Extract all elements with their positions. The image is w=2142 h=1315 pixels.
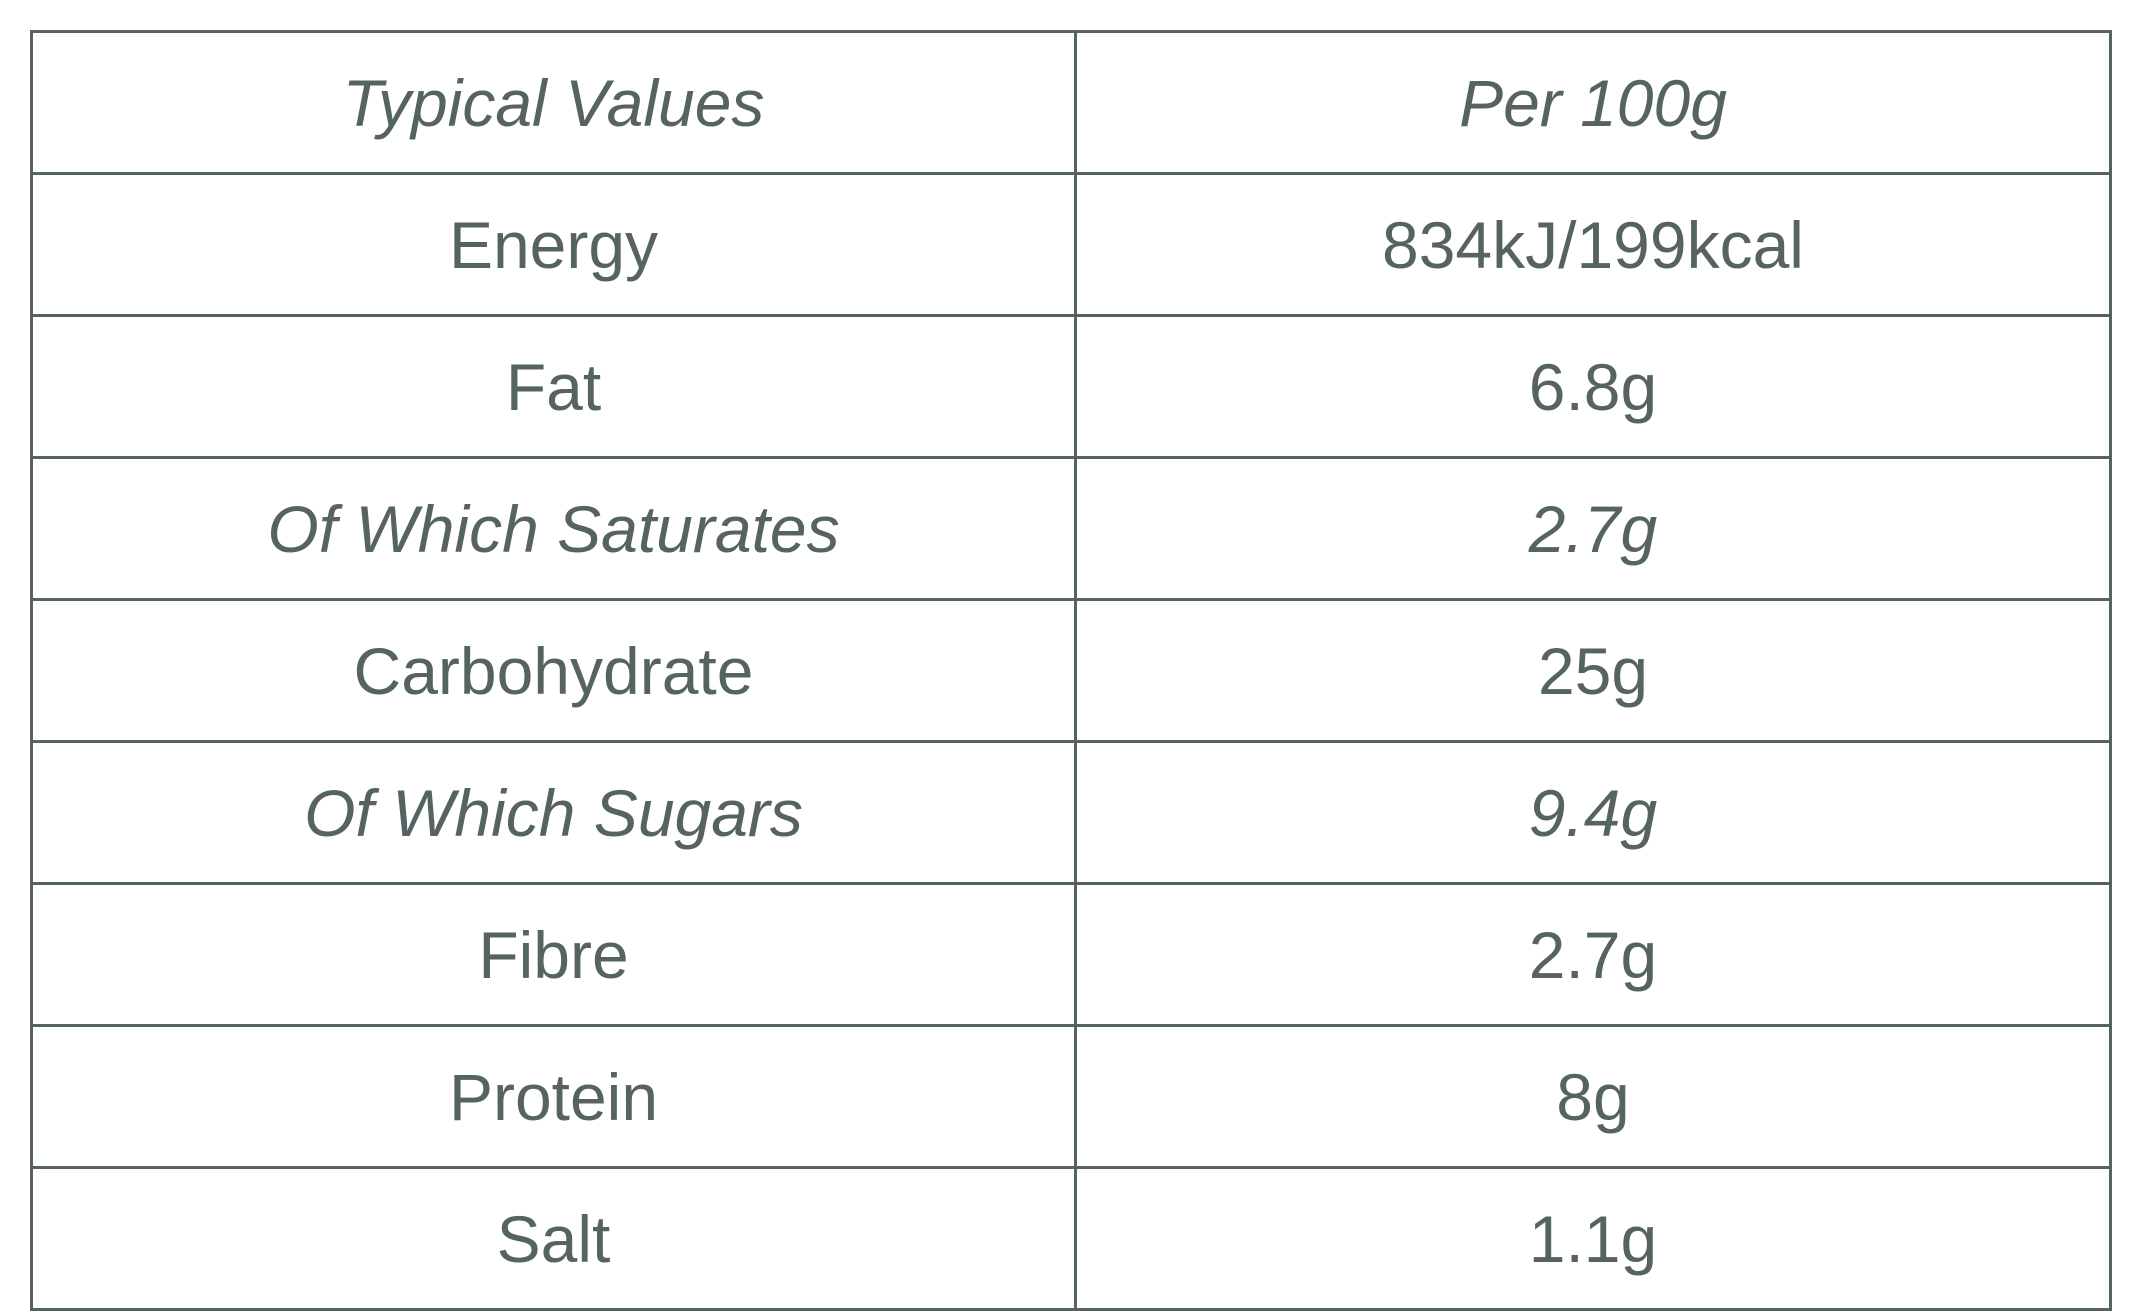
nutrient: Fat	[30, 314, 1077, 459]
amount: 8g	[1074, 1024, 2112, 1169]
nutrient: Of Which Saturates	[30, 456, 1077, 601]
row: Salt 1.1g	[30, 1166, 2112, 1311]
amount: 2.7g	[1074, 882, 2112, 1027]
row: Of Which Saturates 2.7g	[30, 456, 2112, 601]
nutrient: Salt	[30, 1166, 1077, 1311]
amount: 6.8g	[1074, 314, 2112, 459]
row: Of Which Sugars 9.4g	[30, 740, 2112, 885]
row: Fat 6.8g	[30, 314, 2112, 459]
amount: 1.1g	[1074, 1166, 2112, 1311]
nutrient: Fibre	[30, 882, 1077, 1027]
amount: 2.7g	[1074, 456, 2112, 601]
header-cell: Typical Values	[30, 30, 1077, 175]
header-row: Typical Values Per 100g	[30, 30, 2112, 175]
nutrient: Protein	[30, 1024, 1077, 1169]
nutrient: Energy	[30, 172, 1077, 317]
row: Carbohydrate 25g	[30, 598, 2112, 743]
row: Energy 834kJ/199kcal	[30, 172, 2112, 317]
amount: 9.4g	[1074, 740, 2112, 885]
header-cell: Per 100g	[1074, 30, 2112, 175]
row: Fibre 2.7g	[30, 882, 2112, 1027]
amount: 25g	[1074, 598, 2112, 743]
row: Protein 8g	[30, 1024, 2112, 1169]
nutrition-table: Typical Values Per 100g Energy 834kJ/199k…	[30, 30, 2112, 1311]
nutrient: Of Which Sugars	[30, 740, 1077, 885]
amount: 834kJ/199kcal	[1074, 172, 2112, 317]
nutrient: Carbohydrate	[30, 598, 1077, 743]
